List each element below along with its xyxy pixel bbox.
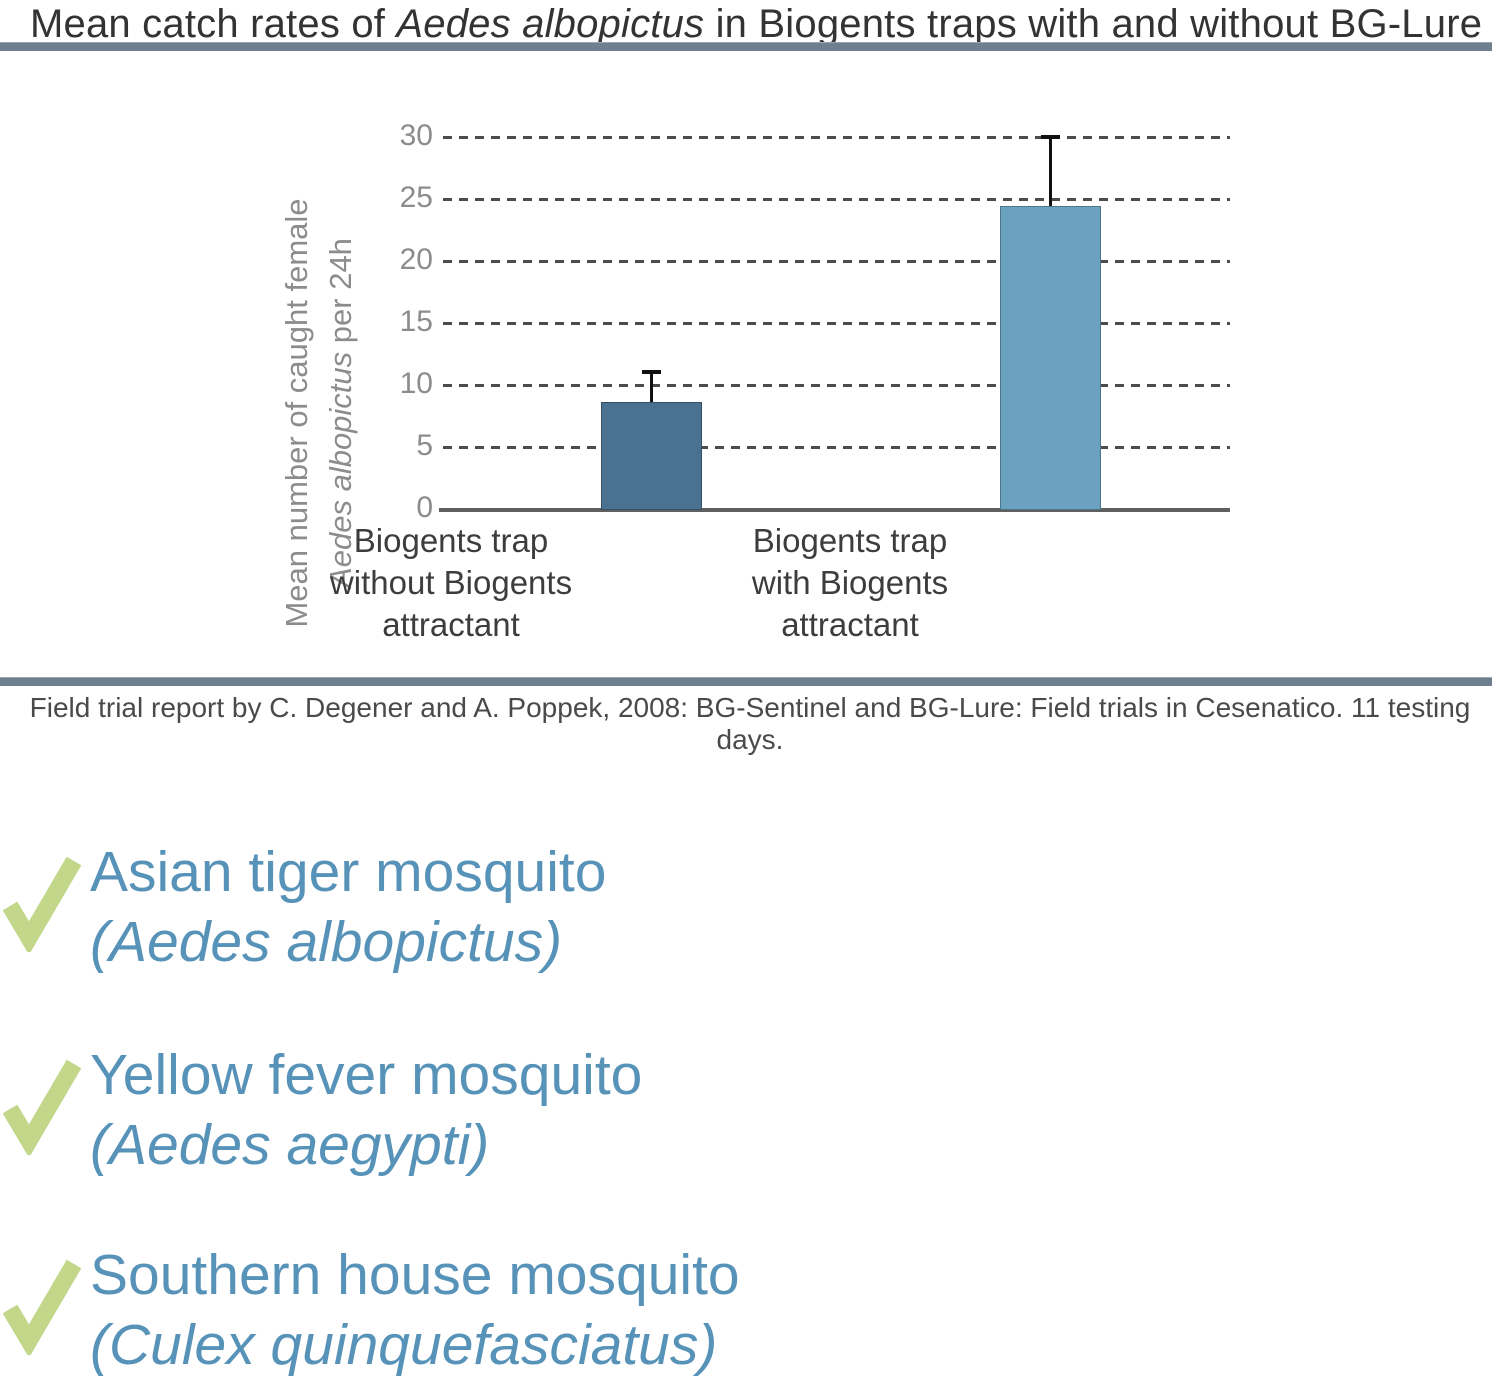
divider-top xyxy=(0,42,1492,51)
species-latin-name: (Culex quinquefasciatus) xyxy=(90,1312,718,1377)
title-suffix: in Biogents traps with and without BG-Lu… xyxy=(704,2,1483,46)
checkmark-icon xyxy=(2,1259,82,1355)
gridline-y-20 xyxy=(443,260,1230,263)
x-tick-label-without-lure: Biogents trap without Biogents attractan… xyxy=(251,520,651,646)
species-common-name: Yellow fever mosquito xyxy=(90,1043,643,1107)
y-tick-label-10: 10 xyxy=(399,367,433,400)
title-species-italic: Aedes albopictus xyxy=(396,2,705,46)
bar-1 xyxy=(600,402,702,510)
checkmark-icon xyxy=(2,856,82,952)
source-caption: Field trial report by C. Degener and A. … xyxy=(29,692,1471,755)
species-common-name: Southern house mosquito xyxy=(90,1243,740,1307)
y-tick-label-5: 5 xyxy=(416,429,433,462)
x-label-line: Biogents trap xyxy=(353,522,549,559)
list-item-asian-tiger-mosquito: Asian tiger mosquito (Aedes albopictus) xyxy=(2,838,606,977)
gridline-y-15 xyxy=(443,322,1230,325)
gridline-y-10 xyxy=(443,384,1230,387)
error-bar-2 xyxy=(1049,135,1052,207)
x-label-line: without Biogents xyxy=(329,563,573,601)
x-tick-label-with-lure: Biogents trap with Biogents attractant xyxy=(650,520,1050,646)
species-latin-name: (Aedes aegypti) xyxy=(90,1112,490,1177)
species-common-name: Asian tiger mosquito xyxy=(90,840,607,904)
y-tick-label-0: 0 xyxy=(416,491,433,524)
y-tick-label-25: 25 xyxy=(399,181,433,214)
checkmark-icon xyxy=(2,1059,82,1155)
x-label-line: attractant xyxy=(781,605,919,643)
divider-bottom xyxy=(0,677,1492,686)
gridline-y-30 xyxy=(443,136,1230,139)
x-label-line: Biogents trap xyxy=(752,522,948,559)
list-item-southern-house-mosquito: Southern house mosquito (Culex quinquefa… xyxy=(2,1241,740,1380)
gridline-y-25 xyxy=(443,198,1230,201)
x-label-line: attractant xyxy=(382,605,520,643)
y-axis-label-units: per 24h xyxy=(323,238,359,352)
plot-area: 0 5 10 15 20 25 30 xyxy=(400,121,1230,523)
y-tick-label-30: 30 xyxy=(399,119,433,152)
x-axis-line xyxy=(439,508,1230,512)
bar-2 xyxy=(999,206,1101,510)
error-bar-cap-2 xyxy=(1041,134,1060,139)
list-item-yellow-fever-mosquito: Yellow fever mosquito (Aedes aegypti) xyxy=(2,1041,642,1180)
x-label-line: with Biogents xyxy=(751,563,949,601)
gridline-y-5 xyxy=(443,446,1230,449)
species-latin-name: (Aedes albopictus) xyxy=(90,909,563,974)
error-bar-1 xyxy=(650,371,653,403)
error-bar-cap-1 xyxy=(642,370,661,375)
y-tick-label-15: 15 xyxy=(399,305,433,338)
page-title: Mean catch rates of Aedes albopictus in … xyxy=(30,2,1490,47)
y-tick-label-20: 20 xyxy=(399,243,433,276)
title-prefix: Mean catch rates of xyxy=(30,2,397,46)
bar-chart: Mean number of caught female Aedes albop… xyxy=(0,60,1500,660)
